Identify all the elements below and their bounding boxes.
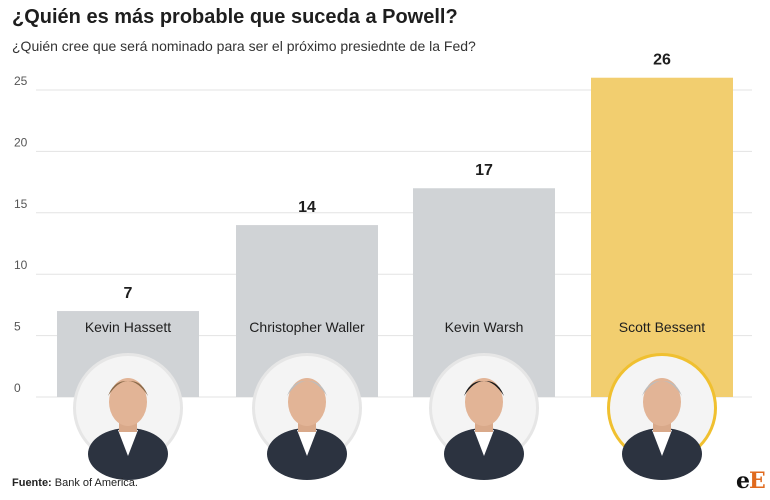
y-tick-label: 0 xyxy=(14,381,21,395)
category-label: Kevin Hassett xyxy=(85,319,171,335)
hair-shape xyxy=(464,380,504,396)
source-label: Fuente: xyxy=(12,477,52,489)
face-shape xyxy=(465,378,503,426)
shirt-shape xyxy=(652,430,672,456)
brand-logo: eE xyxy=(736,468,766,494)
bar xyxy=(591,77,733,397)
face-shape xyxy=(288,378,326,426)
shirt-shape xyxy=(297,430,317,456)
source-note: Fuente: Bank of America. xyxy=(12,477,138,489)
hair-shape xyxy=(108,380,148,396)
hair-shape xyxy=(642,380,682,396)
y-tick-label: 25 xyxy=(14,74,28,88)
data-label: 7 xyxy=(124,285,133,302)
data-label: 14 xyxy=(298,199,316,216)
data-label: 26 xyxy=(653,52,671,69)
shirt-shape xyxy=(118,430,138,456)
chart-subtitle: ¿Quién cree que será nominado para ser e… xyxy=(12,38,476,54)
category-label: Christopher Waller xyxy=(249,319,365,335)
shirt-shape xyxy=(474,430,494,456)
source-text: Bank of America. xyxy=(54,477,138,489)
face-shape xyxy=(109,378,147,426)
category-label: Scott Bessent xyxy=(619,319,705,335)
y-tick-label: 20 xyxy=(14,135,28,149)
y-tick-label: 10 xyxy=(14,258,28,272)
y-tick-label: 5 xyxy=(14,320,21,334)
category-label: Kevin Warsh xyxy=(445,319,524,335)
y-tick-label: 15 xyxy=(14,197,28,211)
face-shape xyxy=(643,378,681,426)
chart-title: ¿Quién es más probable que suceda a Powe… xyxy=(12,6,458,28)
hair-shape xyxy=(287,380,327,396)
data-label: 17 xyxy=(475,162,493,179)
